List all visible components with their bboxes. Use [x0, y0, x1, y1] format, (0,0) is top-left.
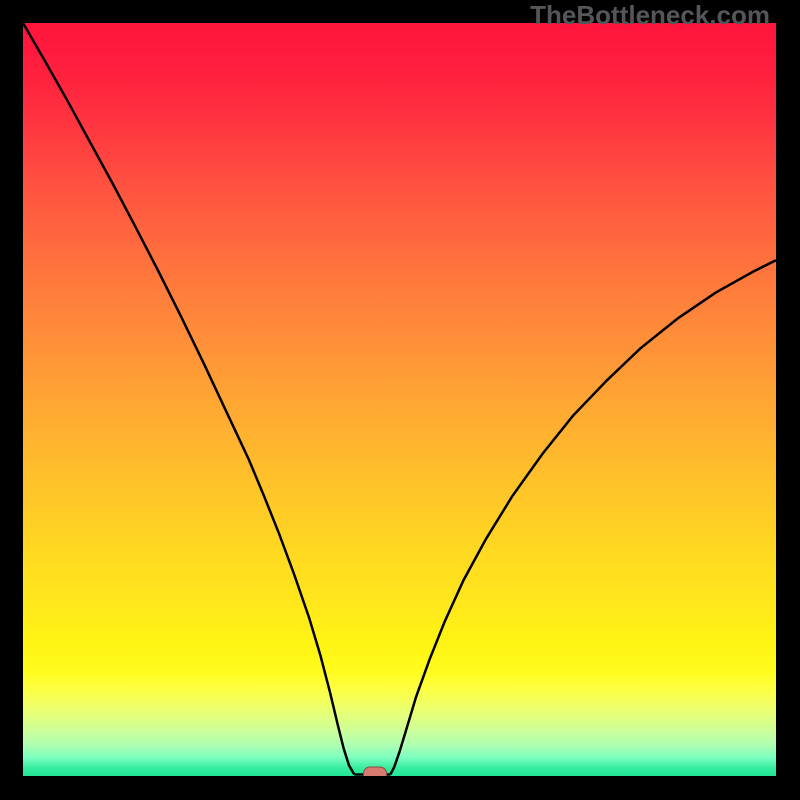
- curve-right-branch: [390, 260, 776, 774]
- curve-left-branch: [23, 23, 354, 774]
- watermark-text: TheBottleneck.com: [530, 0, 770, 31]
- plot-area: [23, 23, 776, 776]
- bottleneck-curve: [23, 23, 776, 776]
- optimal-point-marker: [363, 767, 387, 776]
